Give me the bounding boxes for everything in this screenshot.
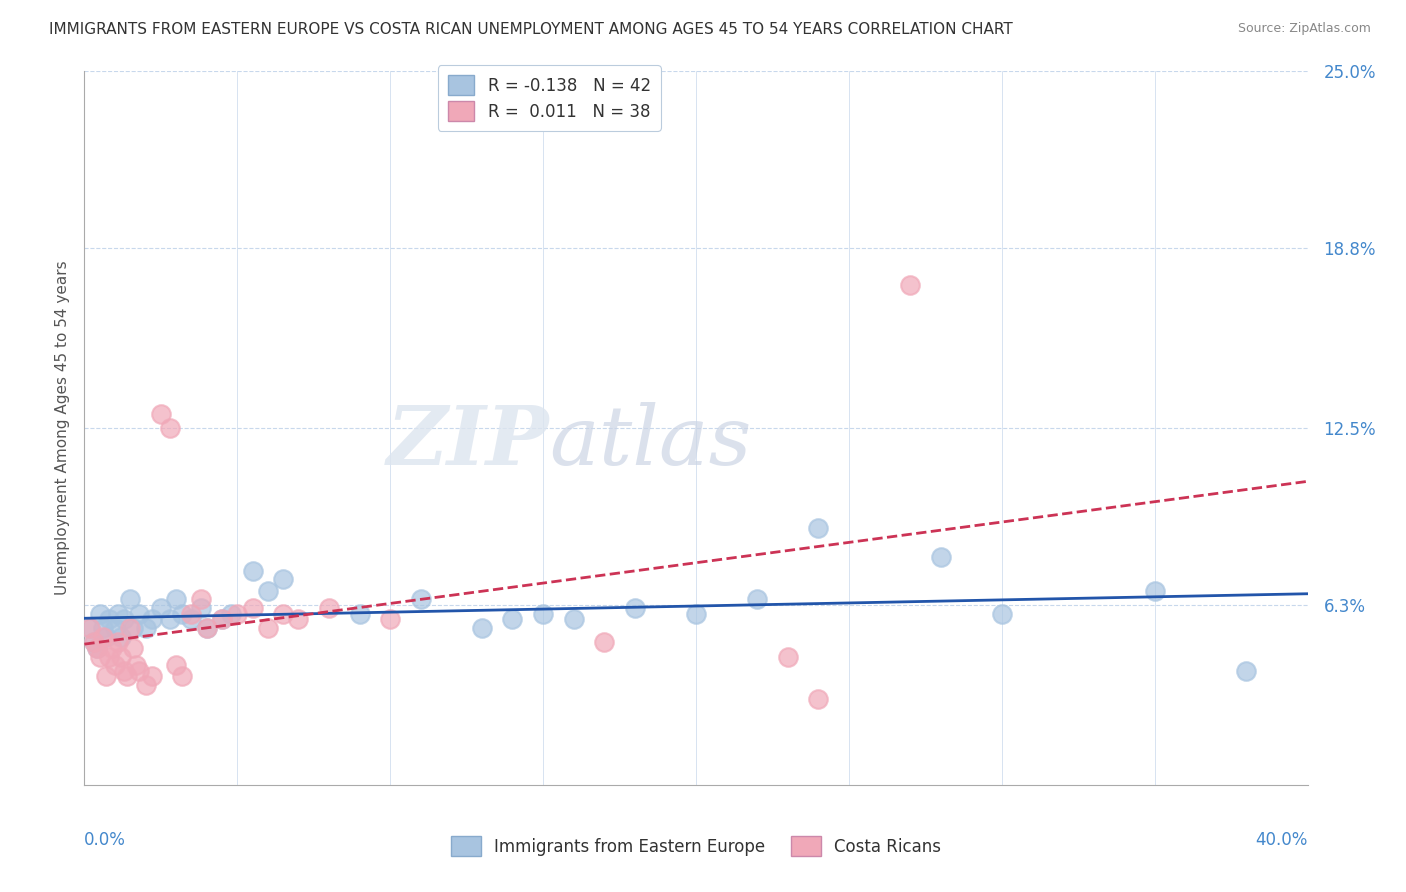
Point (318, 601, 340, 615)
Point (502, 612, 524, 626)
Point (91, 621, 114, 635)
Point (172, 669, 194, 683)
Point (257, 583, 280, 598)
Point (807, 521, 830, 535)
Point (122, 640, 145, 655)
Point (120, 621, 142, 635)
Point (271, 573, 294, 587)
Point (110, 630, 132, 644)
Point (180, 612, 202, 626)
Point (380, 612, 402, 626)
Point (122, 621, 145, 635)
Point (898, 278, 921, 293)
Y-axis label: Unemployment Among Ages 45 to 54 years: Unemployment Among Ages 45 to 54 years (55, 260, 70, 596)
Point (128, 664, 150, 678)
Point (115, 669, 138, 683)
Point (89, 649, 111, 664)
Point (685, 607, 707, 621)
Point (1143, 583, 1166, 598)
Point (471, 621, 494, 635)
Text: IMMIGRANTS FROM EASTERN EUROPE VS COSTA RICAN UNEMPLOYMENT AMONG AGES 45 TO 54 Y: IMMIGRANTS FROM EASTERN EUROPE VS COSTA … (49, 22, 1012, 37)
Point (180, 607, 202, 621)
Point (149, 407, 172, 421)
Point (531, 607, 554, 621)
Point (128, 607, 150, 621)
Point (991, 607, 1014, 621)
Point (211, 612, 233, 626)
Point (159, 421, 181, 435)
Point (165, 592, 187, 607)
Point (135, 621, 157, 635)
Point (776, 649, 799, 664)
Point (190, 592, 212, 607)
Text: 40.0%: 40.0% (1256, 831, 1308, 849)
Point (112, 664, 135, 678)
Point (593, 635, 616, 649)
Point (107, 635, 129, 649)
Point (226, 607, 249, 621)
Point (83, 635, 105, 649)
Point (409, 592, 432, 607)
Point (159, 612, 181, 626)
Point (271, 607, 294, 621)
Point (149, 601, 172, 615)
Point (1236, 664, 1258, 678)
Point (562, 612, 585, 626)
Point (747, 592, 769, 607)
Point (211, 612, 233, 626)
Point (165, 658, 187, 673)
Legend: Immigrants from Eastern Europe, Costa Ricans: Immigrants from Eastern Europe, Costa Ri… (444, 830, 948, 863)
Point (101, 640, 124, 655)
Point (112, 612, 135, 626)
Point (141, 669, 163, 683)
Point (107, 607, 129, 621)
Text: atlas: atlas (550, 402, 752, 483)
Point (135, 678, 157, 692)
Point (86, 640, 108, 655)
Point (97, 649, 120, 664)
Point (91, 630, 114, 644)
Point (190, 601, 212, 615)
Point (125, 658, 148, 673)
Point (929, 549, 952, 564)
Point (94, 630, 117, 644)
Point (172, 607, 194, 621)
Point (349, 607, 371, 621)
Point (242, 564, 264, 578)
Point (89, 607, 111, 621)
Point (195, 621, 218, 635)
Point (195, 621, 218, 635)
Point (110, 649, 132, 664)
Point (257, 621, 280, 635)
Point (624, 601, 647, 615)
Point (287, 612, 309, 626)
Point (83, 635, 105, 649)
Point (120, 592, 142, 607)
Point (807, 692, 830, 706)
Point (219, 607, 242, 621)
Point (86, 640, 108, 655)
Point (104, 658, 127, 673)
Text: Source: ZipAtlas.com: Source: ZipAtlas.com (1237, 22, 1371, 36)
Point (104, 621, 127, 635)
Text: ZIP: ZIP (387, 402, 550, 483)
Text: 0.0%: 0.0% (84, 831, 127, 849)
Point (97, 612, 120, 626)
Point (79, 621, 101, 635)
Point (141, 612, 163, 626)
Point (242, 601, 264, 615)
Point (79, 621, 101, 635)
Point (94, 669, 117, 683)
